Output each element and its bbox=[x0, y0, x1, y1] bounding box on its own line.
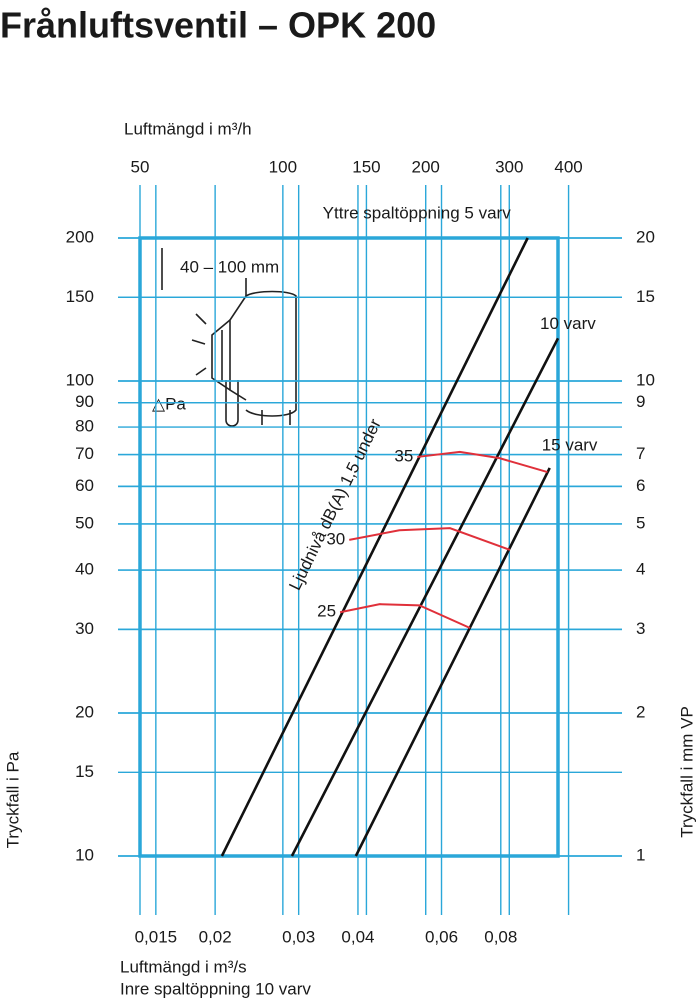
x-tick-label: 200 bbox=[412, 157, 440, 176]
x-tick-label: 300 bbox=[495, 157, 523, 176]
x-tick-label: 400 bbox=[554, 157, 582, 176]
y-tick-label: 200 bbox=[66, 227, 94, 246]
sound-curve bbox=[417, 450, 548, 474]
y2-tick-label: 9 bbox=[636, 392, 645, 411]
sound-curve-label: 35 bbox=[394, 446, 413, 465]
series-line bbox=[290, 337, 560, 857]
y-axis-title: Tryckfall i Pa bbox=[3, 751, 22, 848]
x2-tick-label: 0,08 bbox=[484, 927, 517, 946]
series-line bbox=[220, 237, 529, 857]
y-tick-label: 150 bbox=[66, 287, 94, 306]
chart-title: Frånluftsventil – OPK 200 bbox=[0, 5, 436, 46]
y-tick-label: 30 bbox=[75, 619, 94, 638]
x-tick-label: 100 bbox=[269, 157, 297, 176]
series-label: 10 varv bbox=[540, 314, 596, 333]
y-tick-label: 90 bbox=[75, 392, 94, 411]
y-tick-label: 15 bbox=[75, 762, 94, 781]
y2-tick-label: 15 bbox=[636, 287, 655, 306]
x2-axis-title: Luftmängd i m³/s bbox=[120, 957, 247, 976]
y2-tick-label: 20 bbox=[636, 227, 655, 246]
series-label: Yttre spaltöppning 5 varv bbox=[323, 203, 512, 222]
x-tick-label: 150 bbox=[352, 157, 380, 176]
series-label: 15 varv bbox=[542, 435, 598, 454]
sound-curve-label: 25 bbox=[317, 602, 336, 621]
x2-tick-label: 0,06 bbox=[425, 927, 458, 946]
sound-label: Ljudnivå dB(A) 1,5 under bbox=[285, 416, 385, 594]
series-line bbox=[354, 467, 551, 857]
x2-axis-subtitle: Inre spaltöppning 10 varv bbox=[120, 979, 311, 998]
plot-frame bbox=[138, 236, 560, 858]
sound-curve bbox=[339, 603, 471, 629]
inset-diagram bbox=[161, 248, 297, 427]
inset-dimension: 40 – 100 mm bbox=[180, 257, 279, 276]
x2-tick-label: 0,015 bbox=[135, 927, 178, 946]
y2-tick-label: 7 bbox=[636, 444, 645, 463]
y2-tick-label: 6 bbox=[636, 476, 645, 495]
y-tick-label: 70 bbox=[75, 444, 94, 463]
x-tick-label: 50 bbox=[131, 157, 150, 176]
y2-tick-label: 1 bbox=[636, 845, 645, 864]
sound-curve-label: 30 bbox=[326, 529, 345, 548]
y-tick-label: 100 bbox=[66, 370, 94, 389]
y-tick-label: 20 bbox=[75, 702, 94, 721]
y2-tick-label: 5 bbox=[636, 513, 645, 532]
x2-tick-label: 0,03 bbox=[282, 927, 315, 946]
y-tick-label: 80 bbox=[75, 417, 94, 436]
x2-tick-label: 0,02 bbox=[199, 927, 232, 946]
x2-tick-label: 0,04 bbox=[341, 927, 374, 946]
y2-tick-label: 4 bbox=[636, 560, 645, 579]
y-tick-label: 10 bbox=[75, 845, 94, 864]
y2-axis-title: Tryckfall i mm VP bbox=[677, 706, 696, 838]
y-tick-label: 40 bbox=[75, 560, 94, 579]
y2-tick-label: 2 bbox=[636, 702, 645, 721]
y2-tick-label: 10 bbox=[636, 370, 655, 389]
sound-curve bbox=[349, 527, 511, 551]
x-axis-title: Luftmängd i m³/h bbox=[124, 119, 252, 138]
inset-pressure: △Pa bbox=[152, 394, 186, 413]
y-tick-label: 60 bbox=[75, 476, 94, 495]
y-tick-label: 50 bbox=[75, 513, 94, 532]
y2-tick-label: 3 bbox=[636, 619, 645, 638]
